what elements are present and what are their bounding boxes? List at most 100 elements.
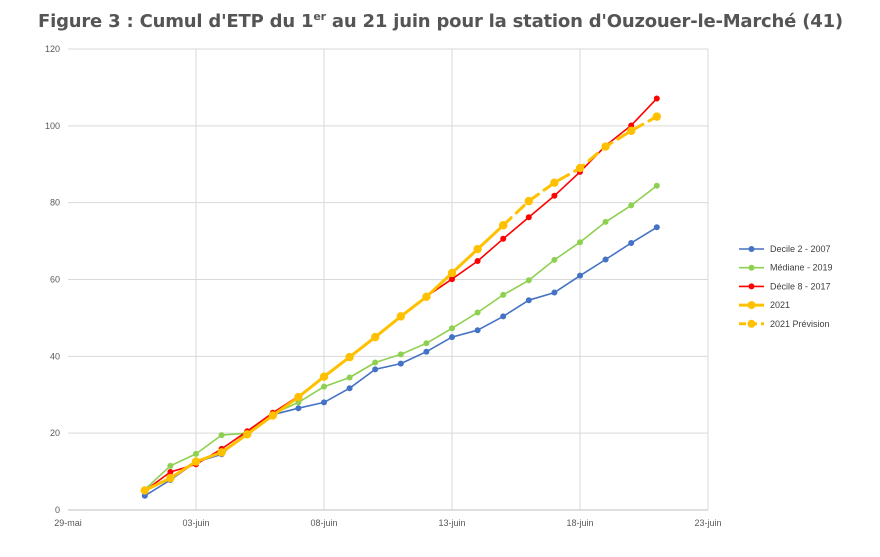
x-tick-label: 23-juin bbox=[694, 518, 721, 528]
data-point bbox=[447, 268, 457, 278]
legend-label: 2021 bbox=[770, 300, 790, 310]
y-tick-label: 60 bbox=[50, 275, 60, 285]
legend-label: Médiane - 2019 bbox=[770, 263, 833, 273]
data-point bbox=[167, 468, 174, 475]
data-point bbox=[294, 392, 303, 402]
data-point bbox=[473, 244, 482, 254]
data-point bbox=[397, 351, 404, 358]
data-point bbox=[628, 240, 635, 247]
data-point bbox=[602, 256, 609, 263]
data-point bbox=[167, 462, 174, 469]
data-point bbox=[577, 239, 583, 246]
y-tick-label: 40 bbox=[50, 351, 60, 361]
data-point bbox=[550, 178, 559, 187]
data-point bbox=[321, 383, 327, 390]
data-point bbox=[319, 372, 329, 381]
data-point bbox=[474, 327, 481, 334]
legend-label: 2021 Prévision bbox=[770, 319, 830, 329]
data-point bbox=[551, 192, 558, 199]
legend-entry: 2021 bbox=[739, 300, 790, 310]
y-tick-label: 20 bbox=[50, 428, 60, 438]
x-tick-label: 13-juin bbox=[438, 518, 465, 528]
series bbox=[140, 95, 661, 499]
data-point bbox=[191, 457, 201, 466]
grid bbox=[68, 48, 709, 510]
data-point bbox=[243, 430, 252, 439]
data-point bbox=[449, 334, 455, 341]
y-tick-label: 0 bbox=[55, 505, 60, 515]
series-1 bbox=[141, 182, 660, 493]
data-point bbox=[575, 163, 585, 173]
data-point bbox=[397, 360, 404, 367]
y-tick-label: 100 bbox=[45, 121, 60, 131]
data-point bbox=[345, 352, 354, 362]
data-point bbox=[653, 224, 660, 231]
data-point bbox=[166, 473, 175, 483]
data-point bbox=[525, 277, 532, 284]
data-point bbox=[525, 297, 532, 304]
data-point bbox=[500, 291, 507, 298]
x-tick-label: 03-juin bbox=[182, 518, 209, 528]
legend-entry: Decile 2 - 2007 bbox=[739, 244, 831, 254]
legend-entry: Décile 8 - 2017 bbox=[739, 281, 831, 291]
series-4 bbox=[499, 112, 661, 230]
data-point bbox=[371, 332, 380, 342]
data-point bbox=[346, 374, 353, 381]
data-point bbox=[372, 366, 379, 373]
data-point bbox=[449, 276, 455, 283]
data-point bbox=[140, 486, 149, 495]
x-tick-label: 08-juin bbox=[310, 518, 337, 528]
data-point bbox=[652, 112, 661, 121]
data-point bbox=[551, 256, 558, 263]
data-point bbox=[653, 95, 660, 102]
data-point bbox=[449, 325, 455, 332]
chart-title-superscript: er bbox=[313, 10, 326, 23]
data-point bbox=[423, 340, 430, 347]
data-point bbox=[321, 399, 327, 406]
legend-label: Decile 2 - 2007 bbox=[770, 244, 831, 254]
data-point bbox=[422, 292, 431, 301]
data-point bbox=[218, 432, 225, 439]
axes: 0 20 40 60 80 100 120 29-mai 03-juin 08-juin 13-ju… bbox=[45, 44, 722, 528]
x-tick-label: 29-mai bbox=[54, 518, 82, 528]
legend: Decile 2 - 2007 Médiane - 2019 Décile 8 - … bbox=[739, 244, 833, 329]
chart-title-prefix: Figure 3 : Cumul d'ETP du 1 bbox=[38, 11, 314, 32]
data-point bbox=[577, 272, 583, 279]
chart-title: Figure 3 : Cumul d'ETP du 1er au 21 juin… bbox=[38, 10, 843, 32]
data-point bbox=[346, 385, 353, 392]
data-point bbox=[500, 235, 507, 242]
y-tick-label: 80 bbox=[50, 198, 60, 208]
data-point bbox=[551, 289, 558, 296]
data-point bbox=[295, 405, 302, 412]
data-point bbox=[372, 359, 379, 366]
series-0 bbox=[141, 224, 660, 499]
legend-entry: 2021 Prévision bbox=[739, 319, 830, 329]
legend-swatch-marker bbox=[748, 264, 755, 271]
data-point bbox=[524, 196, 533, 206]
data-point bbox=[217, 448, 226, 457]
data-point bbox=[193, 450, 199, 457]
data-point bbox=[396, 312, 405, 321]
data-point bbox=[474, 309, 481, 316]
chart-title-suffix: au 21 juin pour la station d'Ouzouer-le-… bbox=[325, 11, 843, 32]
data-point bbox=[499, 221, 508, 230]
data-point bbox=[627, 126, 636, 136]
series-3 bbox=[140, 221, 508, 495]
data-point bbox=[268, 411, 277, 420]
data-point bbox=[423, 348, 430, 355]
legend-label: Décile 8 - 2017 bbox=[770, 281, 831, 291]
data-point bbox=[628, 202, 635, 209]
legend-swatch-marker bbox=[747, 319, 756, 328]
data-point bbox=[653, 182, 660, 189]
data-point bbox=[474, 258, 481, 265]
y-tick-label: 120 bbox=[45, 44, 60, 54]
data-point bbox=[602, 218, 609, 225]
legend-swatch-marker bbox=[748, 283, 755, 290]
data-point bbox=[500, 313, 507, 320]
data-point bbox=[601, 142, 610, 151]
data-point bbox=[525, 214, 532, 221]
legend-swatch-marker bbox=[747, 301, 756, 310]
legend-entry: Médiane - 2019 bbox=[739, 263, 833, 273]
x-tick-label: 18-juin bbox=[566, 518, 593, 528]
